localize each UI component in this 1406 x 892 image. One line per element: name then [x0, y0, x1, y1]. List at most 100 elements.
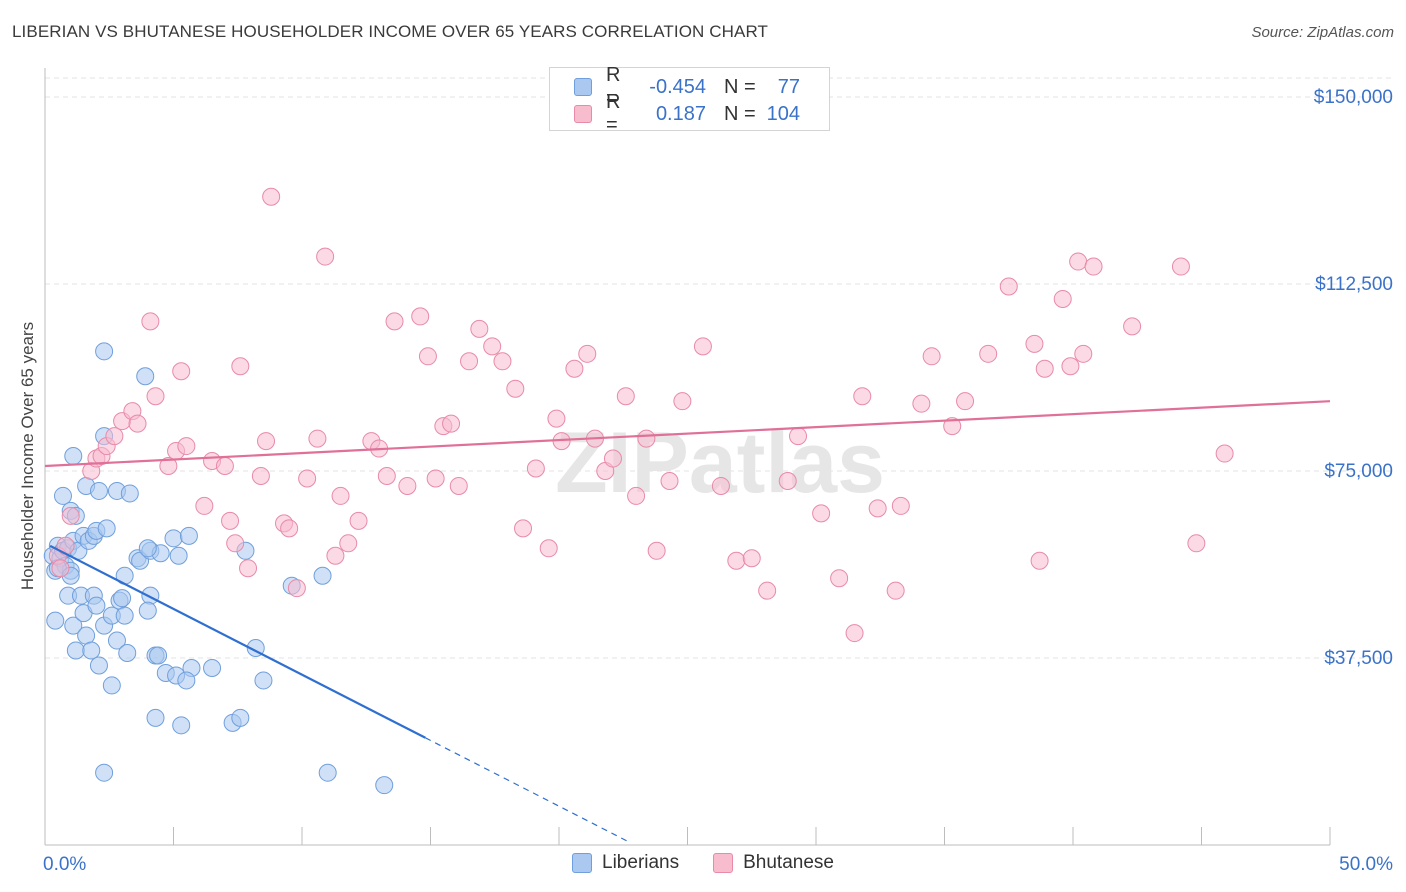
stats-legend: R = -0.454 N = 77 R = 0.187 N = 104 — [549, 64, 830, 136]
bhutanese-point — [146, 387, 165, 406]
bhutanese-point — [215, 457, 234, 476]
bhutanese-swatch — [574, 105, 592, 123]
legend-row-liberians: R = -0.454 N = 77 — [574, 64, 800, 109]
bhutanese-point — [262, 187, 281, 206]
bhutanese-point — [418, 347, 437, 366]
bhutanese-point — [460, 352, 479, 371]
bhutanese-point — [231, 357, 250, 376]
bhutanese-point — [693, 337, 712, 356]
liberians-point — [95, 763, 114, 782]
r-label: R = — [606, 64, 621, 109]
bhutanese-point — [251, 466, 270, 485]
liberians-point — [231, 708, 250, 727]
bhutanese-point — [506, 379, 525, 398]
liberians-point — [82, 641, 101, 660]
bhutanese-point — [603, 449, 622, 468]
bhutanese-point — [385, 312, 404, 331]
liberians-swatch — [574, 78, 592, 96]
x-tick-label: 0.0% — [43, 854, 86, 875]
bhutanese-point — [61, 506, 80, 525]
legend-item-bhutanese[interactable]: Bhutanese — [713, 852, 834, 874]
liberians-point — [97, 519, 116, 538]
bhutanese-point — [514, 519, 533, 538]
liberians-point — [169, 546, 188, 565]
bhutanese-point — [758, 581, 777, 600]
bhutanese-point — [470, 319, 489, 338]
bhutanese-point — [426, 469, 445, 488]
liberians-swatch — [572, 853, 593, 873]
bhutanese-point — [1074, 344, 1093, 363]
bhutanese-point — [105, 427, 124, 446]
bhutanese-point — [195, 496, 214, 515]
liberians-point — [46, 611, 65, 630]
liberians-point — [254, 671, 273, 690]
liberians-point — [89, 656, 108, 675]
bhutanese-point — [999, 277, 1018, 296]
tick-labels: $37,500 $75,000 $112,500 $150,000 0.0% 50.0% — [43, 87, 1393, 875]
n-value: 104 — [766, 102, 800, 125]
bhutanese-point — [316, 247, 335, 266]
x-tick-label: 50.0% — [1339, 854, 1393, 875]
bhutanese-point — [845, 624, 864, 643]
bhutanese-point — [578, 344, 597, 363]
bhutanese-point — [539, 539, 558, 558]
liberians-point — [64, 616, 83, 635]
bhutanese-point — [778, 471, 797, 490]
liberians-point — [375, 776, 394, 795]
bhutanese-point — [226, 534, 245, 553]
legend-label: Liberians — [602, 852, 680, 873]
liberians-point — [66, 641, 85, 660]
bhutanese-point — [853, 387, 872, 406]
liberians-trend-line-extension — [425, 737, 632, 844]
bhutanese-point — [979, 344, 998, 363]
bhutanese-point — [349, 511, 368, 530]
bhutanese-point — [1187, 534, 1206, 553]
n-value: 77 — [777, 75, 800, 98]
bhutanese-point — [868, 499, 887, 518]
bhutanese-point — [1069, 252, 1088, 271]
bhutanese-point — [287, 579, 306, 598]
liberians-point — [164, 529, 183, 548]
liberians-point — [318, 763, 337, 782]
bhutanese-point — [912, 394, 931, 413]
data-points — [43, 187, 1234, 795]
bhutanese-point — [711, 476, 730, 495]
liberians-point — [146, 708, 165, 727]
bhutanese-point — [727, 551, 746, 570]
bhutanese-point — [411, 307, 430, 326]
liberians-point — [107, 631, 126, 650]
axes — [44, 68, 1331, 846]
bhutanese-point — [1123, 317, 1142, 336]
bhutanese-point — [637, 429, 656, 448]
bhutanese-point — [1171, 257, 1190, 276]
bhutanese-point — [1025, 334, 1044, 353]
bhutanese-point — [398, 476, 417, 495]
liberians-point — [115, 606, 134, 625]
bhutanese-point — [141, 312, 160, 331]
bhutanese-point — [172, 362, 191, 381]
liberians-point — [118, 644, 137, 663]
bhutanese-point — [298, 469, 317, 488]
bhutanese-point — [891, 496, 910, 515]
y-tick-label: $112,500 — [1315, 274, 1393, 295]
bhutanese-point — [308, 429, 327, 448]
bhutanese-point — [789, 427, 808, 446]
bhutanese-point — [616, 387, 635, 406]
bhutanese-point — [280, 519, 299, 538]
bhutanese-point — [483, 337, 502, 356]
legend-label: Bhutanese — [743, 852, 834, 873]
liberians-point — [179, 526, 198, 545]
bhutanese-point — [812, 504, 831, 523]
legend-item-liberians[interactable]: Liberians — [572, 852, 679, 874]
liberians-point — [138, 601, 157, 620]
n-label: N = — [724, 102, 756, 125]
bhutanese-point — [442, 414, 461, 433]
liberians-point — [138, 539, 157, 558]
liberians-point — [203, 658, 222, 677]
bhutanese-point — [565, 359, 584, 378]
bhutanese-trend-line — [44, 400, 1331, 468]
y-tick-label: $75,000 — [1324, 461, 1393, 482]
bhutanese-point — [159, 457, 178, 476]
liberians-trend-line — [49, 544, 426, 739]
